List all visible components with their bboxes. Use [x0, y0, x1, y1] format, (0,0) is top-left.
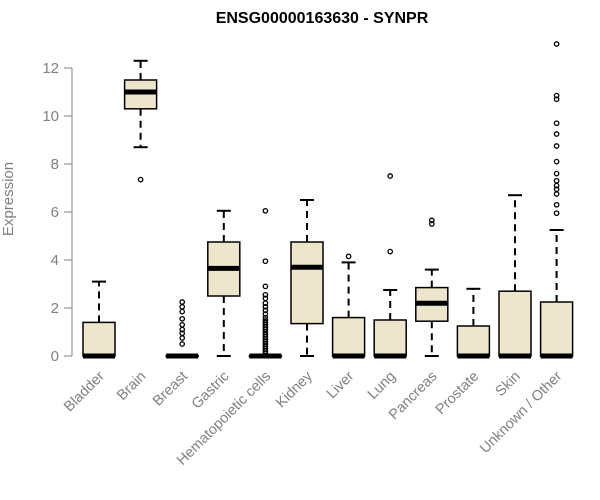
- outlier-point: [179, 335, 186, 341]
- x-tick-label: Breast: [150, 369, 191, 410]
- outlier-point: [553, 131, 560, 137]
- outlier-point: [262, 307, 269, 314]
- x-tick-label: Kidney: [273, 368, 316, 411]
- chart-title: ENSG00000163630 - SYNPR: [216, 10, 429, 27]
- outlier-point: [553, 120, 560, 127]
- y-tick-label: 10: [42, 108, 59, 125]
- outlier-point: [553, 96, 560, 103]
- box-iqr: [539, 301, 574, 357]
- box-iqr: [498, 290, 532, 357]
- outlier-point: [262, 258, 269, 265]
- x-tick-label: Bladder: [61, 368, 108, 415]
- box-pancreas: [415, 217, 449, 357]
- outlier-point: [179, 315, 186, 322]
- y-tick-label: 4: [51, 252, 59, 269]
- outlier-point: [262, 303, 269, 310]
- x-tick-label: Liver: [324, 368, 358, 402]
- box-iqr: [456, 325, 491, 357]
- outlier-point: [179, 308, 186, 315]
- outlier-point: [179, 321, 186, 328]
- x-tick-label: Skin: [493, 369, 524, 400]
- outlier-point: [553, 191, 560, 197]
- box-iqr: [373, 319, 407, 357]
- outlier-point: [179, 330, 186, 337]
- box-series: [82, 41, 574, 359]
- outlier-point: [179, 299, 186, 305]
- x-tick-label: Prostate: [433, 369, 482, 418]
- outlier-point: [553, 170, 560, 177]
- outlier-point: [345, 253, 352, 260]
- outlier-point: [137, 176, 144, 183]
- outlier-point: [262, 283, 269, 290]
- outlier-point: [553, 143, 560, 149]
- outlier-point: [553, 41, 560, 47]
- outlier-point: [553, 210, 560, 217]
- outlier-point: [179, 341, 186, 347]
- x-tick-label: Lung: [365, 369, 399, 403]
- outlier-point: [179, 303, 186, 310]
- box-gastric: [207, 209, 241, 357]
- outlier-point: [262, 295, 269, 302]
- box-iqr: [331, 316, 366, 357]
- outlier-point: [262, 291, 269, 298]
- outlier-point: [262, 314, 269, 321]
- box-lung: [373, 173, 407, 359]
- outlier-point: [553, 177, 560, 184]
- outlier-point: [553, 92, 560, 99]
- y-axis: 0 2 4 6 8 10 12: [42, 60, 73, 365]
- y-tick-label: 2: [51, 300, 59, 317]
- outlier-point: [553, 201, 560, 208]
- y-tick-label: 0: [51, 348, 59, 365]
- box-bladder: [82, 280, 116, 359]
- box-iqr: [82, 321, 116, 357]
- box-skin: [498, 194, 532, 359]
- box-iqr: [290, 241, 324, 325]
- outlier-point: [262, 317, 269, 323]
- box-unknown-other: [539, 41, 574, 359]
- box-breast: [165, 299, 199, 359]
- y-tick-label: 8: [51, 156, 59, 173]
- box-brain: [123, 59, 158, 183]
- outlier-point: [553, 186, 560, 193]
- box-prostate: [456, 287, 491, 359]
- outlier-point: [387, 173, 394, 179]
- outlier-point: [428, 217, 435, 224]
- outlier-point: [553, 158, 560, 165]
- y-tick-label: 6: [51, 204, 59, 221]
- outlier-point: [262, 311, 269, 317]
- y-axis-title: Expression: [0, 162, 17, 236]
- outlier-point: [387, 248, 394, 255]
- outlier-point: [262, 207, 269, 214]
- box-kidney: [290, 199, 324, 357]
- box-hematopoietic-cells: [248, 207, 283, 359]
- y-tick-label: 12: [42, 60, 59, 77]
- box-liver: [331, 253, 366, 359]
- outlier-point: [428, 221, 435, 227]
- x-tick-label: Brain: [114, 369, 149, 404]
